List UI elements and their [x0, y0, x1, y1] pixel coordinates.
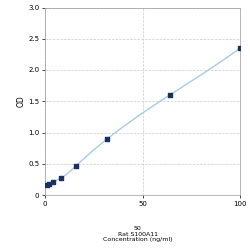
Point: [51, 180, 55, 184]
Point: [47, 182, 51, 186]
Point: [238, 46, 242, 50]
Point: [45, 182, 49, 186]
Point: [74, 164, 78, 168]
Text: 50
Rat S100A11
Concentration (ng/ml): 50 Rat S100A11 Concentration (ng/ml): [103, 226, 172, 242]
Point: [106, 137, 110, 141]
Point: [58, 176, 62, 180]
Y-axis label: OD: OD: [16, 95, 26, 107]
Point: [168, 93, 172, 97]
